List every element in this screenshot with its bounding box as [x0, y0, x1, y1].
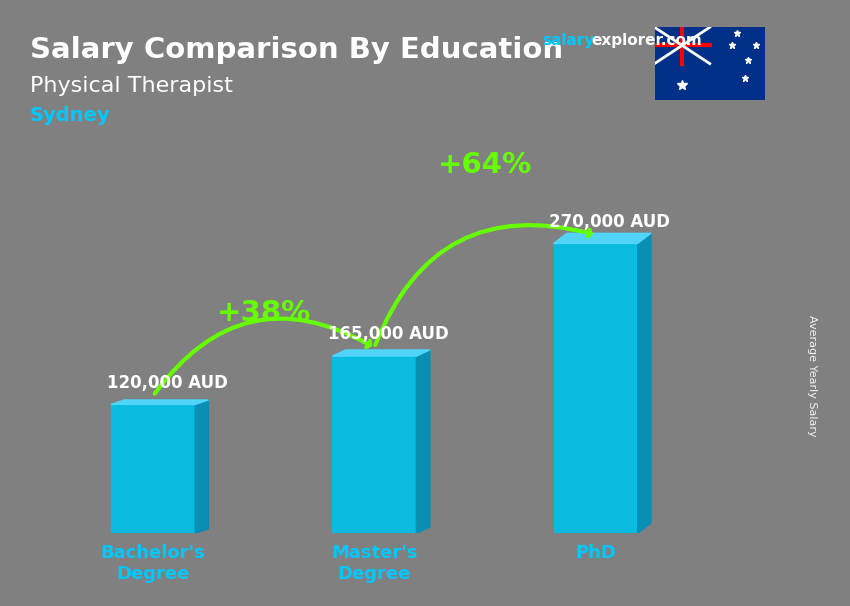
Text: salary: salary — [542, 33, 595, 48]
Polygon shape — [638, 233, 651, 533]
Polygon shape — [111, 404, 196, 533]
Polygon shape — [553, 244, 638, 533]
Text: Average Yearly Salary: Average Yearly Salary — [807, 315, 817, 436]
Text: +64%: +64% — [438, 152, 532, 179]
Text: Sydney: Sydney — [30, 106, 110, 125]
Text: 165,000 AUD: 165,000 AUD — [328, 325, 449, 343]
Polygon shape — [196, 400, 208, 533]
Polygon shape — [553, 233, 651, 244]
Text: Salary Comparison By Education: Salary Comparison By Education — [30, 36, 563, 64]
Text: +38%: +38% — [217, 299, 311, 327]
Bar — [654, 27, 710, 64]
Polygon shape — [332, 350, 430, 356]
Text: 120,000 AUD: 120,000 AUD — [106, 373, 228, 391]
Text: 270,000 AUD: 270,000 AUD — [549, 213, 670, 230]
Text: Physical Therapist: Physical Therapist — [30, 76, 233, 96]
Text: explorer.com: explorer.com — [592, 33, 702, 48]
Polygon shape — [416, 350, 430, 533]
Polygon shape — [111, 400, 208, 404]
Polygon shape — [332, 356, 416, 533]
